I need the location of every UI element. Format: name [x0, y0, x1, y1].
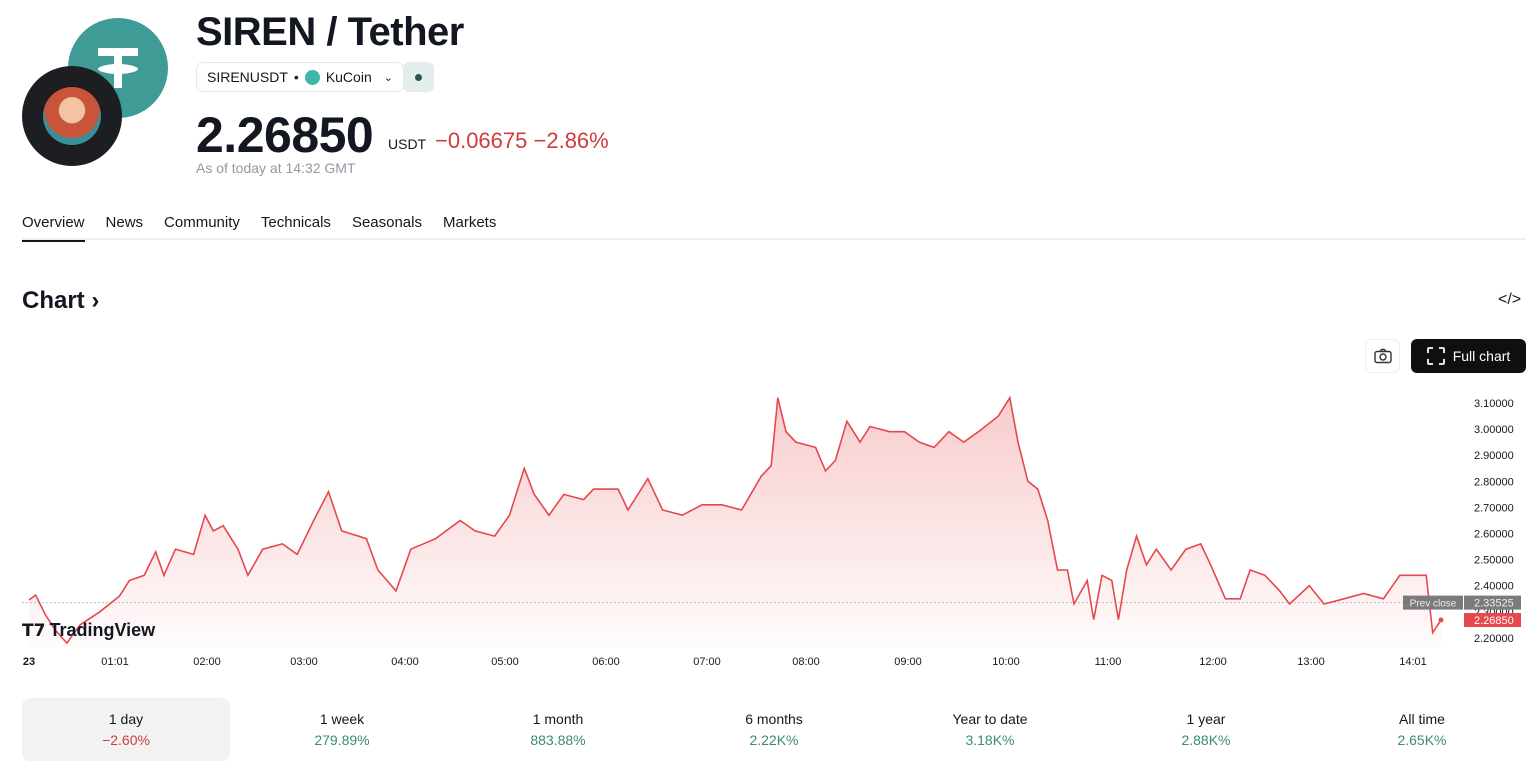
tab-overview[interactable]: Overview: [22, 214, 85, 242]
y-tick-label: 3.10000: [1474, 398, 1514, 410]
period-label: 1 year: [1186, 711, 1226, 727]
tab-community[interactable]: Community: [164, 214, 240, 231]
tradingview-logo[interactable]: 𝗧𝟳 TradingView: [22, 620, 155, 641]
period-ytd[interactable]: Year to date 3.18K%: [886, 698, 1094, 761]
exchange-label: KuCoin: [325, 69, 372, 85]
tv-brand: TradingView: [49, 620, 156, 640]
period-1-month[interactable]: 1 month 883.88%: [454, 698, 662, 761]
price-change: −0.06675 −2.86%: [435, 128, 609, 154]
prev-close-value-tag: [1464, 595, 1521, 610]
y-tick-label: 2.60000: [1474, 529, 1514, 541]
prev-close-value: 2.33525: [1474, 598, 1514, 610]
full-chart-button[interactable]: Full chart: [1411, 339, 1526, 373]
x-tick-label: 08:00: [792, 656, 820, 668]
period-all-time[interactable]: All time 2.65K%: [1318, 698, 1526, 761]
period-label: 1 month: [532, 711, 584, 727]
x-tick-label: 09:00: [894, 656, 922, 668]
tab-news[interactable]: News: [105, 214, 144, 231]
price-chart[interactable]: 3.10000 3.00000 2.90000 2.80000 2.70000 2.600…: [0, 380, 1536, 680]
period-label: All time: [1399, 711, 1445, 727]
tab-technicals[interactable]: Technicals: [260, 214, 331, 231]
fullscreen-icon: [1426, 347, 1445, 365]
prev-close-tag: [1403, 595, 1463, 610]
period-value: 2.88K%: [1181, 732, 1231, 748]
period-1-day[interactable]: 1 day −2.60%: [22, 698, 230, 761]
kucoin-icon: [304, 69, 320, 85]
x-tick-label: 03:00: [290, 656, 318, 668]
y-tick-label: 2.80000: [1474, 476, 1514, 488]
period-value: 2.65K%: [1397, 732, 1447, 748]
x-tick-label: 07:00: [693, 656, 721, 668]
x-tick-label: 04:00: [391, 656, 419, 668]
y-tick-label: 3.00000: [1474, 424, 1514, 436]
currency: USDT: [388, 136, 427, 152]
screenshot-button[interactable]: [1365, 339, 1400, 373]
x-tick-label: 10:00: [992, 656, 1020, 668]
x-tick-label: 13:00: [1297, 656, 1325, 668]
price: 2.26850: [196, 107, 374, 163]
y-tick-label: 2.20000: [1474, 633, 1514, 645]
period-value: 2.22K%: [749, 732, 799, 748]
period-label: Year to date: [952, 711, 1028, 727]
price-line: [28, 395, 1442, 645]
embed-code-icon[interactable]: </>: [1498, 291, 1522, 308]
symbol-exchange-selector[interactable]: SIRENUSDT • KuCoin ⌄: [196, 62, 404, 92]
separator-dot: •: [293, 69, 299, 85]
tab-bar: Overview News Community Technicals Seaso…: [22, 214, 496, 242]
prev-close-label: Prev close: [1410, 599, 1457, 610]
tab-seasonals[interactable]: Seasonals: [351, 214, 422, 231]
x-tick-label: 23: [23, 656, 35, 668]
change-pct: −2.86%: [533, 128, 609, 153]
period-1-year[interactable]: 1 year 2.88K%: [1102, 698, 1310, 761]
y-tick-label: 2.40000: [1474, 581, 1514, 593]
last-price-value: 2.26850: [1474, 615, 1514, 627]
x-tick-label: 12:00: [1199, 656, 1227, 668]
tab-markets[interactable]: Markets: [443, 214, 497, 231]
period-selector: 1 day −2.60% 1 week 279.89% 1 month 883.88%…: [22, 698, 1526, 761]
period-1-week[interactable]: 1 week 279.89%: [238, 698, 446, 761]
tab-divider: [22, 238, 1526, 240]
status-dot-icon: [415, 73, 422, 81]
last-price-tag: [1464, 613, 1521, 628]
price-area: [29, 397, 1441, 648]
y-tick-label: 2.90000: [1474, 450, 1514, 462]
market-status-button[interactable]: [403, 62, 434, 92]
chevron-down-icon: ⌄: [383, 71, 393, 84]
symbol-label: SIRENUSDT: [207, 69, 288, 85]
period-value: 883.88%: [530, 732, 586, 748]
period-value: 3.18K%: [965, 732, 1015, 748]
chart-heading-link[interactable]: Chart ›: [22, 287, 100, 314]
period-value: 279.89%: [314, 732, 370, 748]
period-6-months[interactable]: 6 months 2.22K%: [670, 698, 878, 761]
tv-icon: 𝗧𝟳: [22, 620, 46, 640]
change-abs: −0.06675: [435, 128, 528, 153]
period-label: 1 week: [319, 711, 365, 727]
last-price-dot: [1438, 617, 1444, 623]
x-tick-label: 05:00: [491, 656, 519, 668]
as-of-timestamp: As of today at 14:32 GMT: [196, 160, 356, 176]
x-tick-label: 02:00: [193, 656, 221, 668]
full-chart-label: Full chart: [1452, 348, 1511, 364]
x-tick-label: 11:00: [1095, 656, 1122, 668]
period-value: −2.60%: [102, 732, 150, 748]
period-label: 6 months: [745, 711, 803, 727]
y-tick-label: 2.50000: [1474, 555, 1514, 567]
siren-logo: [22, 66, 122, 166]
x-tick-label: 01:01: [101, 656, 129, 668]
camera-icon: [1373, 348, 1392, 364]
page-title: SIREN / Tether: [196, 10, 464, 54]
x-tick-label: 14:01: [1399, 656, 1427, 668]
x-tick-label: 06:00: [592, 656, 620, 668]
y-tick-label: 2.70000: [1474, 502, 1514, 514]
period-label: 1 day: [108, 711, 144, 727]
